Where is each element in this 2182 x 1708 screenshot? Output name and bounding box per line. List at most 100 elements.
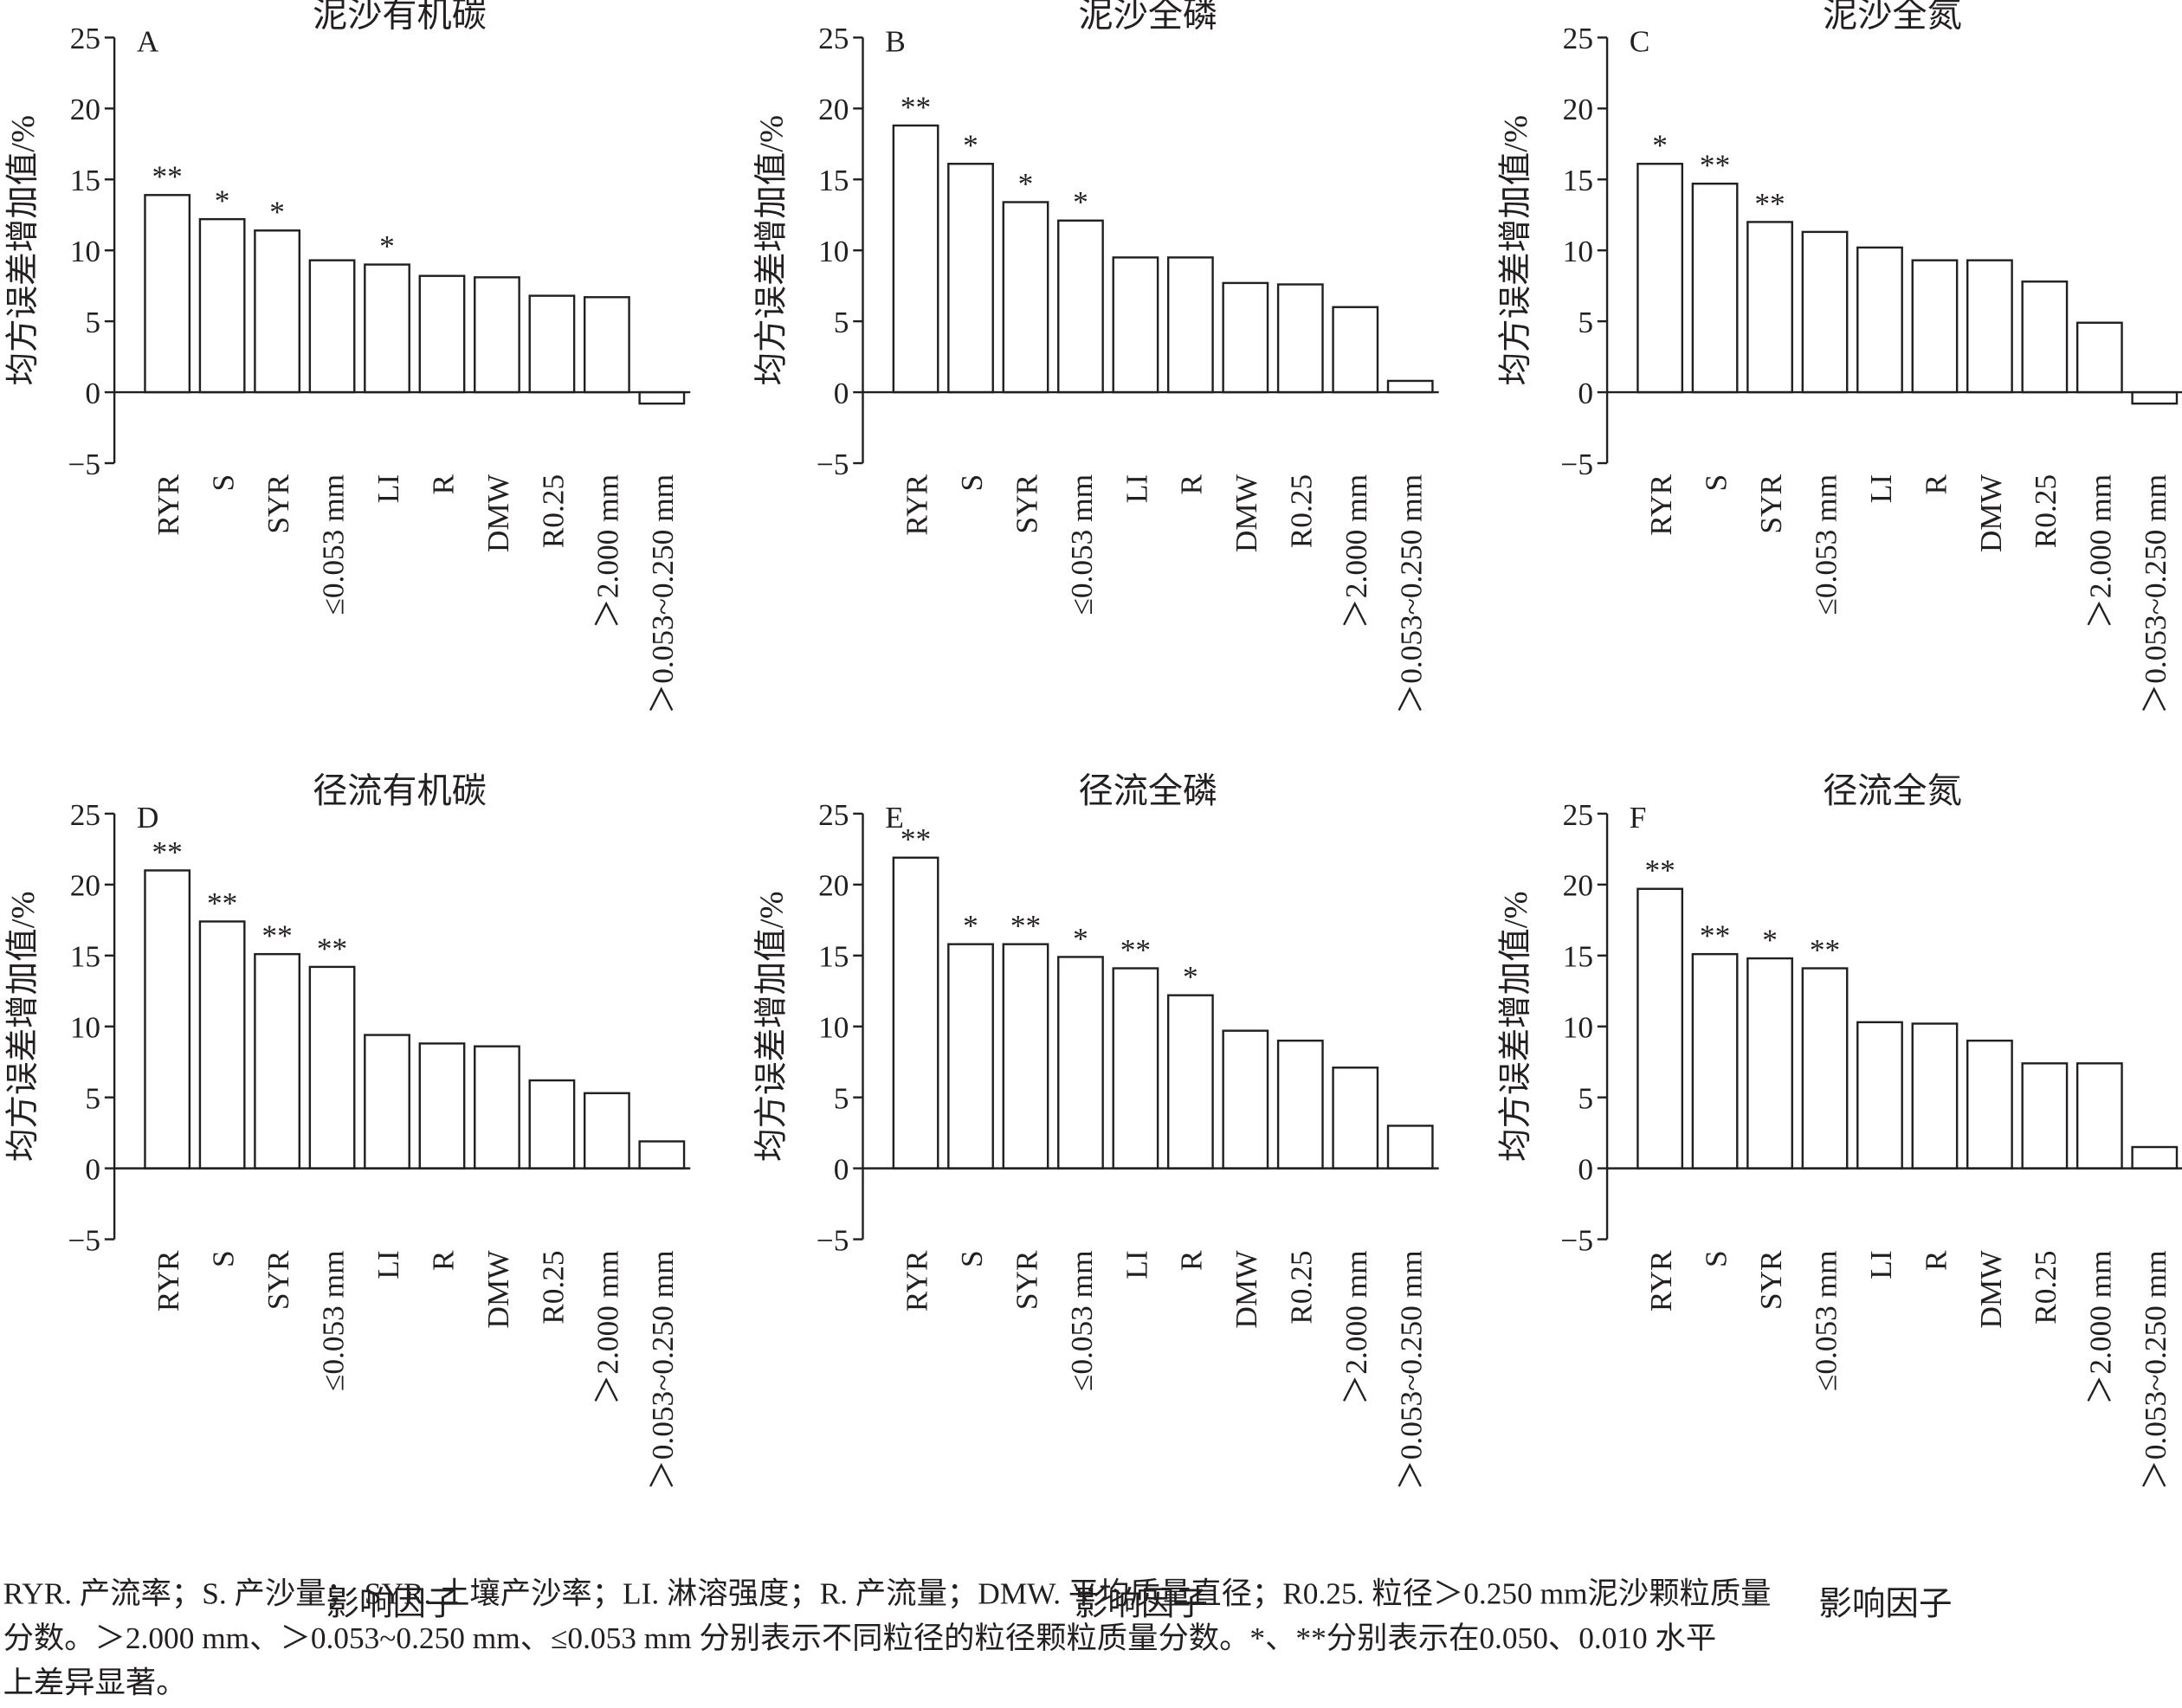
bar (2075, 321, 2123, 394)
significance-label: ** (1644, 854, 1675, 887)
bar (638, 1140, 686, 1170)
x-tick-label: S (955, 474, 989, 492)
significance-label: * (1073, 922, 1088, 956)
bar (892, 856, 939, 1170)
x-tick-label: R (1175, 474, 1209, 494)
x-tick-label: RYR (1644, 1250, 1678, 1312)
bar (1911, 1022, 1959, 1170)
y-tick-label: 25 (1563, 798, 1593, 832)
x-tick-label: RYR (152, 474, 185, 535)
bar (1691, 182, 1739, 394)
bar (418, 274, 466, 394)
significance-label: * (1652, 129, 1668, 163)
y-tick-label: 5 (85, 306, 100, 339)
y-tick-label: 15 (70, 940, 100, 974)
significance-label: ** (901, 822, 931, 856)
bar (947, 163, 994, 394)
x-tick-label: ＞2.000 mm (591, 474, 625, 629)
bar (2021, 1062, 2069, 1170)
x-tick-label: DMW (1974, 1250, 2008, 1329)
bar (2021, 280, 2069, 394)
x-tick-label: ＞2.000 mm (1340, 1250, 1373, 1405)
x-tick-label: SYR (1010, 1250, 1043, 1310)
panel-label: A (137, 24, 159, 58)
x-tick-label: R (1175, 1250, 1209, 1271)
bar (1746, 957, 1793, 1170)
bar (947, 943, 994, 1170)
y-tick-label: 5 (85, 1082, 100, 1116)
y-tick-label: 15 (818, 164, 849, 197)
y-tick-label: 5 (834, 1082, 849, 1116)
bar (308, 965, 356, 1170)
x-tick-label: S (1699, 474, 1733, 492)
bar (1112, 967, 1159, 1170)
x-tick-label: LI (1864, 1250, 1898, 1279)
x-tick-label: RYR (152, 1250, 185, 1312)
y-tick-label: 20 (818, 869, 849, 903)
significance-label: ** (1700, 919, 1730, 953)
y-tick-label: −5 (1560, 1223, 1593, 1257)
y-axis-label: 均方误差增加值/% (4, 115, 42, 386)
x-tick-label: DMW (1230, 1250, 1263, 1329)
bar (474, 276, 520, 394)
y-tick-label: 5 (1578, 1082, 1593, 1116)
x-axis-label: 影响因子 (326, 1586, 459, 1622)
bar (1276, 283, 1324, 394)
y-tick-label: 20 (818, 93, 849, 126)
x-tick-label: RYR (1644, 474, 1678, 535)
x-tick-label: RYR (900, 1250, 933, 1312)
significance-label: * (1183, 960, 1198, 994)
x-tick-label: R0.25 (1285, 474, 1319, 548)
bar (528, 1079, 576, 1170)
bar (1332, 306, 1379, 394)
y-tick-label: −5 (68, 1223, 100, 1257)
x-tick-label: DMW (1230, 474, 1263, 552)
x-tick-label: LI (1120, 1250, 1153, 1279)
x-tick-label: ＞2.000 mm (1340, 474, 1373, 629)
x-tick-label: S (955, 1250, 989, 1267)
note-line: 分数。＞2.000 mm、＞0.053~0.250 mm、≤0.053 mm 分… (3, 1621, 1717, 1655)
y-tick-label: 0 (1578, 377, 1593, 410)
bar (892, 124, 939, 394)
x-tick-label: ≤0.053 mm (1065, 474, 1099, 616)
x-tick-label: ≤0.053 mm (1809, 474, 1843, 616)
x-tick-label: R (426, 1250, 460, 1271)
bar (308, 259, 356, 394)
x-tick-label: ＞2.000 mm (2084, 1250, 2118, 1405)
bar (1801, 967, 1849, 1170)
bar (1057, 219, 1104, 394)
significance-label: ** (1700, 149, 1730, 183)
y-tick-label: 25 (818, 22, 849, 55)
y-tick-label: 0 (834, 377, 849, 410)
significance-label: ** (1010, 909, 1041, 943)
chart-title: 泥沙全氮 (1823, 0, 1962, 35)
x-tick-label: ＞0.053~0.250 mm (1395, 474, 1429, 714)
x-tick-label: R (1919, 474, 1953, 494)
x-tick-label: SYR (1010, 474, 1043, 533)
significance-label: ** (152, 160, 183, 194)
x-tick-label: ≤0.053 mm (316, 474, 350, 616)
y-tick-label: 25 (1563, 22, 1593, 55)
x-tick-label: ＞0.053~0.250 mm (1395, 1250, 1429, 1490)
y-tick-label: 5 (834, 306, 849, 339)
bar (144, 869, 191, 1170)
x-tick-label: S (206, 474, 240, 492)
y-tick-label: 20 (1563, 93, 1593, 126)
x-tick-label: R (426, 474, 460, 494)
y-axis-label: 均方误差增加值/% (1497, 891, 1534, 1162)
y-tick-label: −5 (68, 448, 100, 481)
chart-title: 径流全磷 (1079, 771, 1218, 810)
x-tick-label: ＞0.053~0.250 mm (646, 1250, 680, 1490)
bar (474, 1045, 520, 1170)
y-tick-label: 5 (1578, 306, 1593, 339)
y-tick-label: −5 (817, 448, 849, 481)
bar (1386, 379, 1434, 394)
x-tick-label: DMW (1974, 474, 2008, 552)
chart-title: 径流全氮 (1823, 771, 1962, 810)
panel-label: B (885, 24, 906, 58)
bar (1002, 201, 1049, 394)
y-tick-label: 0 (1578, 1152, 1593, 1186)
bar (528, 294, 576, 394)
y-tick-label: 20 (70, 869, 100, 903)
